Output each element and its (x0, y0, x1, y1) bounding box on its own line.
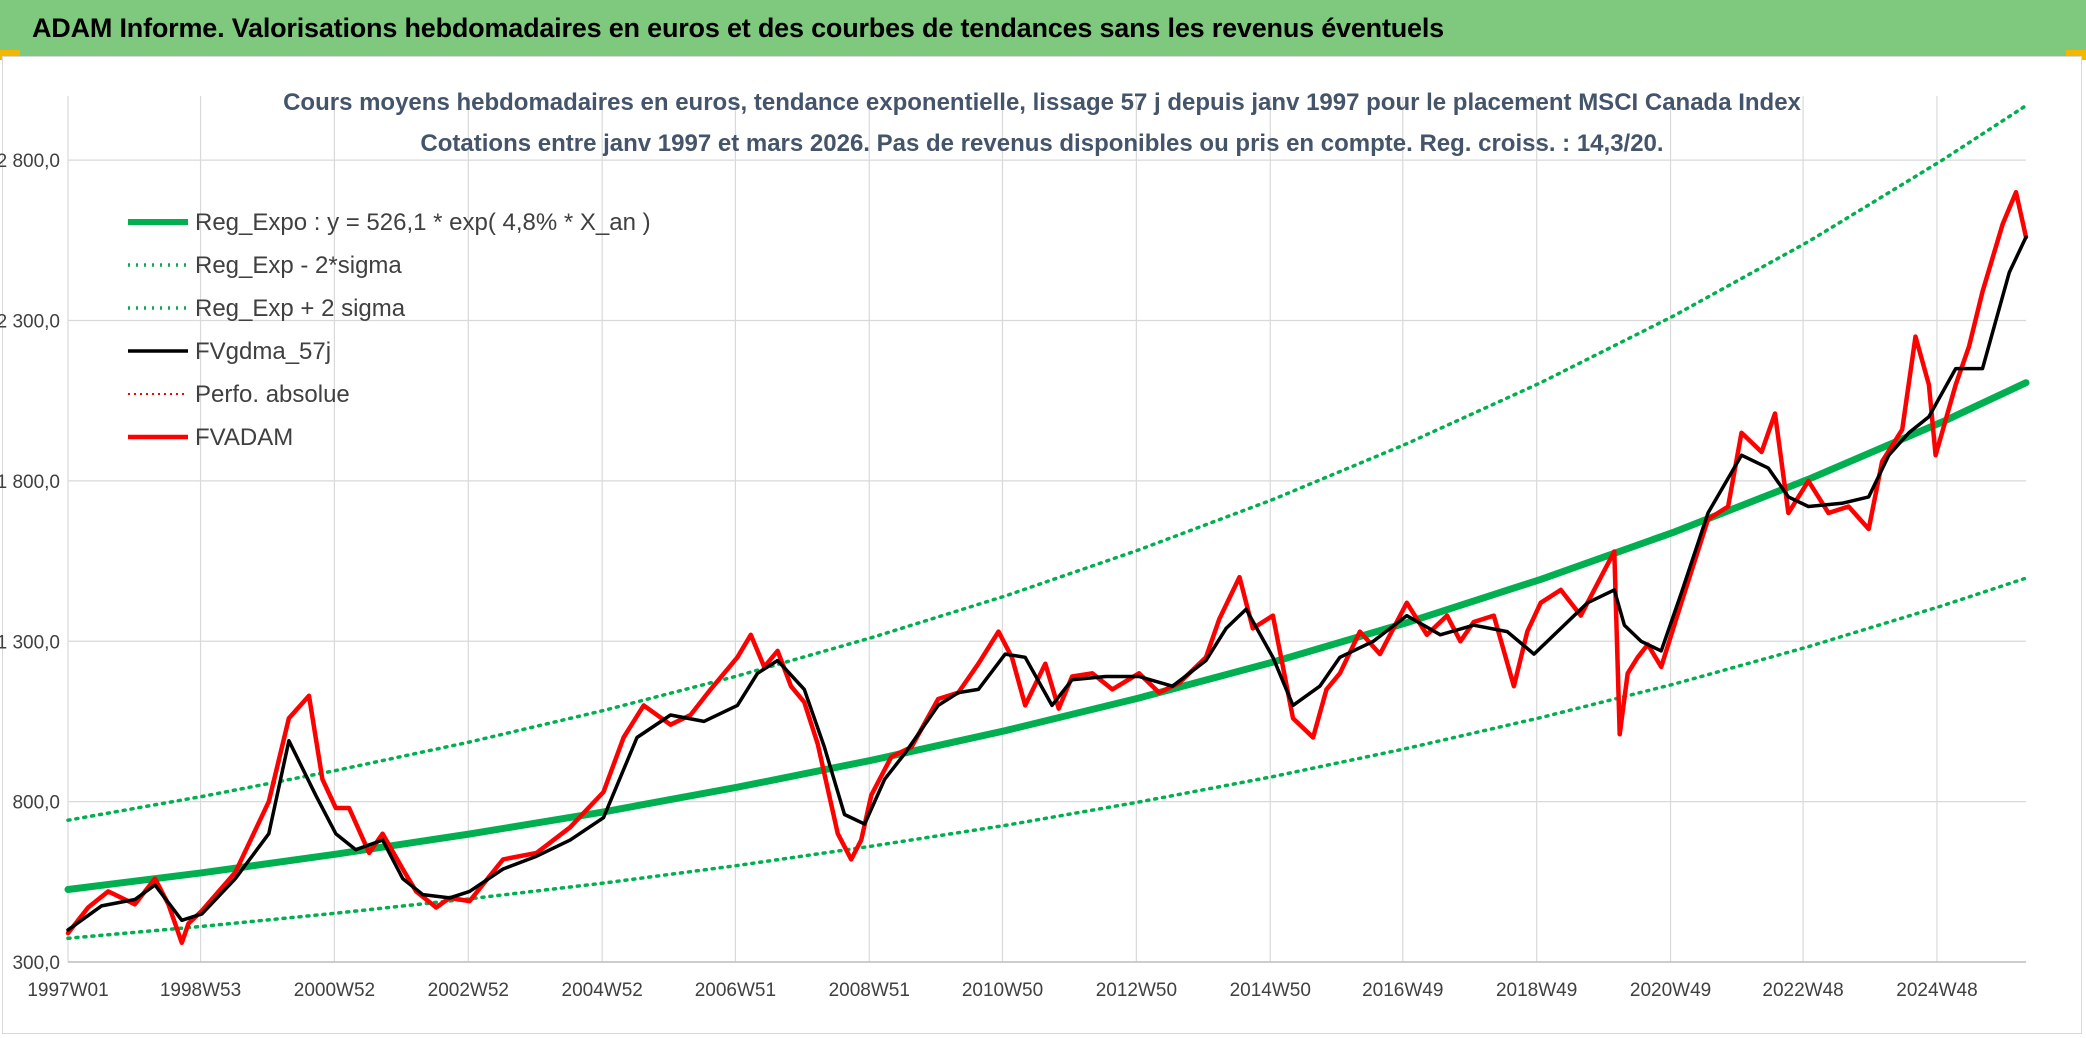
legend-label: Perfo. absolue (195, 381, 350, 408)
legend-label: Reg_Exp + 2 sigma (195, 295, 406, 322)
x-axis: 1997W01 1998W53 2000W52 2002W52 2004W52 2006W… (27, 961, 2026, 1001)
page-title: ADAM Informe. Valorisations hebdomadaire… (32, 12, 1444, 43)
x-tick-label: 1998W53 (160, 980, 241, 1001)
y-tick-label: 2 800,0 (0, 151, 60, 172)
x-tick-label: 2002W52 (428, 980, 509, 1001)
y-tick-label: 1 800,0 (0, 472, 60, 493)
x-tick-label: 2016W49 (1362, 980, 1443, 1001)
legend-label: FVADAM (195, 424, 293, 451)
legend-label: FVgdma_57j (195, 338, 331, 365)
y-axis: 300,0 800,0 1 300,0 1 800,0 2 300,0 2 800,0 (0, 151, 60, 974)
x-tick-label: 2012W50 (1096, 980, 1177, 1001)
x-tick-label: 2010W50 (962, 980, 1043, 1001)
x-tick-label: 2020W49 (1630, 980, 1711, 1001)
y-tick-label: 1 300,0 (0, 632, 60, 653)
chart-subtitle: Cotations entre janv 1997 et mars 2026. … (420, 130, 1663, 157)
legend: Reg_Expo : y = 526,1 * exp( 4,8% * X_an … (128, 209, 651, 451)
legend-label: Reg_Expo : y = 526,1 * exp( 4,8% * X_an … (195, 209, 651, 236)
series-line-2 (66, 103, 2028, 822)
x-tick-label: 2008W51 (829, 980, 910, 1001)
chart-title: Cours moyens hebdomadaires en euros, ten… (283, 89, 1801, 116)
y-tick-label: 800,0 (12, 793, 60, 814)
header-banner: ADAM Informe. Valorisations hebdomadaire… (0, 0, 2086, 56)
series-line-5 (65, 189, 2029, 946)
y-tick-label: 300,0 (12, 953, 60, 974)
x-tick-label: 2006W51 (695, 980, 776, 1001)
x-tick-label: 2000W52 (294, 980, 375, 1001)
series-line-0 (64, 379, 2030, 893)
x-tick-label: 2018W49 (1496, 980, 1577, 1001)
series-line-1 (66, 576, 2028, 941)
x-tick-label: 1997W01 (27, 980, 108, 1001)
right-corner-mark (2066, 50, 2086, 60)
y-tick-label: 2 300,0 (0, 312, 60, 333)
chart-frame (2, 56, 2082, 1034)
legend-label: Reg_Exp - 2*sigma (195, 252, 402, 279)
x-tick-label: 2024W48 (1896, 980, 1977, 1001)
x-tick-label: 2014W50 (1230, 980, 1311, 1001)
x-tick-label: 2022W48 (1762, 980, 1843, 1001)
left-corner-mark (0, 50, 20, 60)
plot-area (64, 103, 2030, 946)
series-line-3 (66, 235, 2028, 932)
x-tick-label: 2004W52 (562, 980, 643, 1001)
